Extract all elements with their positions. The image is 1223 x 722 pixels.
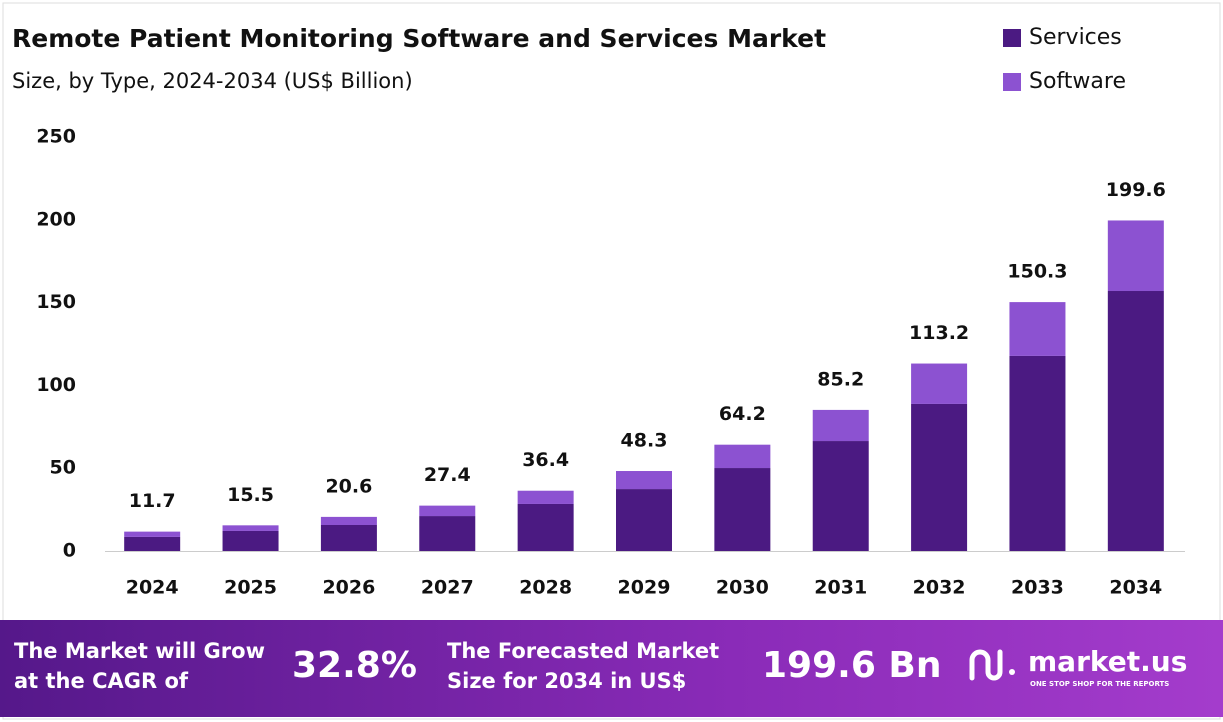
bar-segment [1009, 355, 1066, 551]
bar-segment [419, 516, 476, 551]
bar-segment [616, 471, 672, 490]
bar-segment [222, 530, 279, 551]
bar-segment [1107, 291, 1164, 551]
y-tick-label: 50 [50, 457, 76, 479]
bar-segment [1009, 302, 1066, 356]
x-tick-label: 2024 [126, 577, 179, 599]
cagr-text: at the CAGR of [14, 669, 189, 693]
y-tick-label: 150 [36, 291, 76, 313]
bar-segment [714, 444, 771, 469]
cagr-value: 32.8% [292, 645, 417, 686]
bar-segment [812, 409, 869, 442]
x-tick-label: 2029 [618, 577, 671, 599]
legend-label: Software [1029, 69, 1126, 94]
brand: market.us [1028, 645, 1187, 678]
forecast-text: Size for 2034 in US$ [447, 669, 686, 693]
y-tick-label: 250 [36, 126, 76, 148]
brand-logo [969, 649, 1015, 681]
value-label: 15.5 [227, 484, 274, 506]
value-label: 85.2 [817, 368, 864, 390]
bar-segment [714, 468, 771, 551]
bar-segment [911, 363, 968, 404]
bar-segment [616, 489, 672, 551]
value-label: 150.3 [1007, 261, 1067, 283]
cagr-text: The Market will Grow [14, 639, 265, 663]
tagline: ONE STOP SHOP FOR THE REPORTS [1030, 680, 1169, 688]
value-label: 113.2 [909, 322, 969, 344]
bar-segment [517, 490, 574, 504]
x-tick-label: 2026 [322, 577, 375, 599]
y-tick-label: 100 [36, 374, 76, 396]
value-label: 48.3 [621, 430, 668, 452]
legend-swatch [1003, 73, 1021, 91]
value-label: 27.4 [424, 464, 471, 486]
legend-swatch [1003, 29, 1021, 47]
y-tick-label: 0 [63, 540, 76, 562]
value-label: 64.2 [719, 403, 766, 425]
x-tick-label: 2033 [1011, 577, 1064, 599]
x-tick-label: 2034 [1109, 577, 1162, 599]
bar-segment [419, 505, 476, 517]
x-tick-label: 2027 [421, 577, 474, 599]
y-tick-label: 200 [36, 208, 76, 230]
bar-segment [222, 525, 279, 531]
chart-subtitle: Size, by Type, 2024-2034 (US$ Billion) [12, 69, 413, 93]
x-tick-label: 2031 [814, 577, 867, 599]
bar-segment [320, 516, 377, 526]
bar-segment [812, 441, 869, 551]
legend-label: Services [1029, 25, 1122, 50]
value-label: 199.6 [1106, 179, 1166, 201]
bar-segment [320, 525, 377, 551]
x-tick-label: 2025 [224, 577, 277, 599]
chart-title: Remote Patient Monitoring Software and S… [12, 24, 826, 53]
value-label: 11.7 [129, 490, 176, 512]
value-label: 20.6 [325, 475, 372, 497]
x-tick-label: 2028 [519, 577, 572, 599]
bar-segment [1107, 220, 1164, 292]
x-tick-label: 2032 [913, 577, 966, 599]
value-label: 36.4 [522, 449, 569, 471]
bar-segment [517, 503, 574, 551]
bar-segment [124, 531, 181, 537]
forecast-value: 199.6 Bn [762, 645, 941, 686]
footer-band [0, 620, 1223, 717]
bar-segment [911, 403, 968, 551]
forecast-text: The Forecasted Market [447, 639, 719, 663]
bar-segment [124, 536, 181, 551]
x-tick-label: 2030 [716, 577, 769, 599]
